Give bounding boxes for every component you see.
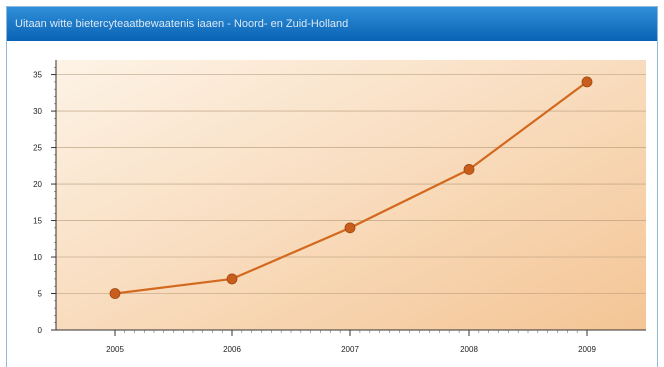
- y-tick-label: 20: [33, 180, 42, 189]
- series: [109, 76, 593, 299]
- x-tick-label: 2009: [578, 345, 596, 354]
- data-point: [581, 76, 593, 88]
- data-point: [109, 288, 121, 299]
- y-tick-label: 25: [33, 144, 42, 153]
- y-axis: 0 5 10 15 20 25 30 35: [33, 60, 57, 335]
- x-axis: 2005 2006 2007 2008 2009: [56, 329, 646, 354]
- y-tick-label: 35: [33, 71, 42, 80]
- y-tick-label: 15: [33, 217, 42, 226]
- x-tick-label: 2007: [341, 345, 359, 354]
- y-tick-label: 5: [38, 290, 43, 299]
- x-tick-label: 2005: [106, 345, 124, 354]
- y-tick-label: 30: [33, 107, 42, 116]
- x-tick-label: 2008: [460, 345, 478, 354]
- plot-area: [56, 60, 646, 330]
- data-point: [226, 273, 238, 285]
- y-tick-label: 10: [33, 253, 42, 262]
- y-tick-label: 0: [38, 326, 43, 335]
- x-tick-label: 2006: [223, 345, 241, 354]
- data-point: [463, 164, 475, 175]
- chart-title-bar: Uitaan witte bietercyteaatbewaatenis iaa…: [7, 7, 657, 41]
- data-point: [344, 222, 356, 234]
